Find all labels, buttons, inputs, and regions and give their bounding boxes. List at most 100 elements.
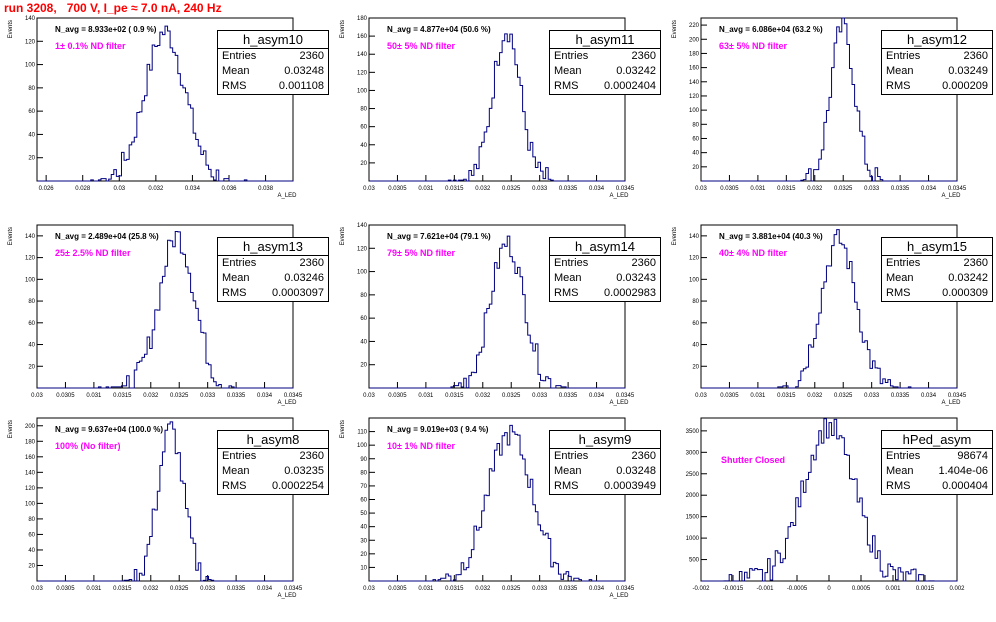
- stats-mean-row: Mean 0.03235: [218, 464, 328, 479]
- histogram-plot: 10 20 30 40 50 60 70 80 90 100 110 0.03 0.0305 0.031 0…: [340, 417, 635, 599]
- entries-value: 98674: [957, 450, 988, 462]
- hist-panel-h-asym12: 20 40 60 80 100 120 140 160 180 200 220 0.03 0.0305 0…: [664, 15, 996, 222]
- x-tick-label: 0.034: [185, 186, 201, 192]
- x-tick-label: -0.002: [692, 586, 710, 592]
- hist-panel-h-asym15: 20 40 60 80 100 120 140 0.03 0.0305 0.031 0.0315 0.…: [664, 222, 996, 429]
- x-tick-label: 0.034: [257, 586, 273, 592]
- hist-panel-h-asym9: 10 20 30 40 50 60 70 80 90 100 110 0.03 0.0305 0.031 0…: [332, 415, 664, 622]
- stats-box: h_asym11 Entries 2360 Mean 0.03242 RMS 0.00…: [549, 30, 661, 95]
- filter-label: 79± 5% ND filter: [387, 248, 455, 258]
- rms-value: 0.0002404: [604, 80, 656, 92]
- stats-mean-row: Mean 0.03249: [882, 64, 992, 79]
- stats-entries-row: Entries 2360: [550, 49, 660, 64]
- y-tick-label: 20: [28, 563, 35, 569]
- y-tick-label: 10: [360, 565, 367, 571]
- x-tick-label: 0.0305: [720, 186, 739, 192]
- x-tick-label: 0.0335: [891, 186, 910, 192]
- rms-value: 0.0003097: [272, 287, 324, 299]
- y-tick-label: 140: [25, 234, 36, 240]
- histogram-line: [701, 229, 957, 389]
- entries-label: Entries: [886, 50, 921, 62]
- y-tick-label: 180: [357, 16, 368, 22]
- x-tick-label: 0.001: [885, 586, 901, 592]
- x-tick-label: 0.03: [363, 393, 375, 399]
- x-tick-label: 0.0315: [113, 586, 132, 592]
- x-tick-label: 0.03: [113, 186, 125, 192]
- stats-box: hPed_asym Entries 98674 Mean 1.404e-06 RMS…: [881, 430, 993, 495]
- x-tick-label: 0.03: [363, 186, 375, 192]
- mean-label: Mean: [886, 65, 914, 77]
- y-tick-label: 140: [689, 80, 700, 86]
- stats-mean-row: Mean 0.03248: [550, 464, 660, 479]
- mean-value: 0.03235: [284, 465, 324, 477]
- x-tick-label: 0.031: [86, 586, 102, 592]
- rms-value: 0.0002254: [272, 480, 324, 492]
- rms-value: 0.000404: [942, 480, 988, 492]
- x-tick-label: -0.0005: [787, 586, 808, 592]
- navg-label: N_avg = 2.489e+04 (25.8 %): [55, 232, 159, 241]
- x-axis-label: A_LED: [277, 593, 297, 599]
- mean-value: 0.03242: [616, 65, 656, 77]
- x-tick-label: 0.0305: [720, 393, 739, 399]
- stats-mean-row: Mean 1.404e-06: [882, 464, 992, 479]
- navg-label: N_avg = 4.877e+04 (50.6 %): [387, 25, 491, 34]
- x-tick-label: 0.0325: [502, 586, 521, 592]
- filter-label: 25± 2.5% ND filter: [55, 248, 131, 258]
- run-title: run 3208, 700 V, I_pe ≈ 7.0 nA, 240 Hz: [4, 1, 222, 15]
- y-tick-label: 120: [357, 70, 368, 76]
- x-tick-label: 0.034: [921, 393, 937, 399]
- stats-mean-row: Mean 0.03242: [882, 271, 992, 286]
- histogram-plot: 20 40 60 80 100 120 140 0.03 0.0305 0.031 0.0315 0.…: [8, 224, 303, 406]
- stats-title: h_asym10: [218, 31, 328, 49]
- x-axis-label: A_LED: [609, 593, 629, 599]
- x-tick-label: 0.031: [750, 393, 766, 399]
- y-tick-label: 140: [357, 52, 368, 58]
- stats-entries-row: Entries 98674: [882, 449, 992, 464]
- y-tick-label: 120: [25, 39, 36, 45]
- x-tick-label: 0.0315: [445, 586, 464, 592]
- x-tick-label: 0.0345: [616, 186, 635, 192]
- y-axis-label: Events: [340, 227, 346, 245]
- x-tick-label: 0.031: [418, 586, 434, 592]
- mean-label: Mean: [554, 272, 582, 284]
- x-tick-label: 0.03: [695, 393, 707, 399]
- mean-label: Mean: [886, 465, 914, 477]
- navg-label: N_avg = 9.637e+04 (100.0 %): [55, 425, 164, 434]
- x-tick-label: 0.0335: [227, 586, 246, 592]
- y-tick-label: 40: [360, 339, 367, 345]
- x-tick-label: 0.0315: [113, 393, 132, 399]
- stats-rms-row: RMS 0.000404: [882, 479, 992, 494]
- hist-panel-hped-asym: 500 1000 1500 2000 2500 3000 3500 -0.002 -0.0015…: [664, 415, 996, 622]
- rms-label: RMS: [554, 480, 579, 492]
- x-tick-label: 0.033: [532, 586, 548, 592]
- entries-value: 2360: [299, 257, 324, 269]
- x-tick-label: 0.0325: [170, 586, 189, 592]
- stats-entries-row: Entries 2360: [218, 449, 328, 464]
- y-tick-label: 20: [692, 364, 699, 370]
- x-tick-label: 0.038: [258, 186, 274, 192]
- y-tick-label: 140: [689, 234, 700, 240]
- y-tick-label: 140: [25, 470, 36, 476]
- x-tick-label: 0.0315: [777, 393, 796, 399]
- x-axis-label: A_LED: [277, 400, 297, 406]
- plot-frame: [700, 17, 958, 182]
- mean-value: 0.03248: [616, 465, 656, 477]
- histogram-line: [37, 230, 293, 389]
- x-tick-label: -0.001: [756, 586, 774, 592]
- y-tick-label: 20: [360, 363, 367, 369]
- mean-value: 0.03242: [948, 272, 988, 284]
- mean-value: 0.03246: [284, 272, 324, 284]
- hist-panel-h-asym14: 20 40 60 80 100 120 140 0.03 0.0305 0.031 0.0315 0.…: [332, 222, 664, 429]
- hist-panel-h-asym8: 20 40 60 80 100 120 140 160 180 200 0.03 0.0305 0.03…: [0, 415, 332, 622]
- x-tick-label: 0.032: [807, 186, 823, 192]
- rms-label: RMS: [886, 80, 911, 92]
- entries-label: Entries: [886, 450, 921, 462]
- x-tick-label: 0.034: [257, 393, 273, 399]
- x-tick-label: 0.032: [475, 586, 491, 592]
- rms-value: 0.001108: [278, 80, 324, 92]
- x-tick-label: 0.026: [39, 186, 55, 192]
- y-tick-label: 40: [28, 548, 35, 554]
- y-tick-label: 120: [357, 246, 368, 252]
- y-tick-label: 80: [360, 107, 367, 113]
- stats-mean-row: Mean 0.03242: [550, 64, 660, 79]
